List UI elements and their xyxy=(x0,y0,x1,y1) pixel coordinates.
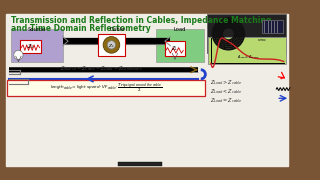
Bar xyxy=(98,34,125,56)
Bar xyxy=(208,37,285,64)
Text: Transmission and Reflection in Cables, Impedance Matching,: Transmission and Reflection in Cables, I… xyxy=(11,16,274,25)
Text: $Z_c$: $Z_c$ xyxy=(108,42,115,50)
Bar xyxy=(156,29,204,62)
Circle shape xyxy=(14,50,23,60)
Text: $Z_{Load} < Z_{cable}$: $Z_{Load} < Z_{cable}$ xyxy=(210,87,242,96)
Bar xyxy=(118,162,162,166)
Circle shape xyxy=(103,37,120,53)
Text: $Z_1$: $Z_1$ xyxy=(27,42,34,51)
Bar xyxy=(262,20,283,33)
Text: and Time Domain Reflectometry: and Time Domain Reflectometry xyxy=(11,24,151,33)
Text: $\mathit{Z_{Source} = Z_{Cable} = Z_{Load} = Z_{Connectors}}$: $\mathit{Z_{Source} = Z_{Cable} = Z_{Loa… xyxy=(60,64,143,73)
Text: Cable: Cable xyxy=(110,27,126,32)
Bar xyxy=(7,80,205,96)
Text: $A_{load} \approx Z_{source}$: $A_{load} \approx Z_{source}$ xyxy=(237,54,260,61)
Text: $Z_{Load} = Z_{cable}$: $Z_{Load} = Z_{cable}$ xyxy=(210,96,242,105)
Text: $Z_{Load} > Z_{cable}$: $Z_{Load} > Z_{cable}$ xyxy=(210,78,242,87)
Text: $\mathit{length_{cable} = light\ speed \cdot VF_{cable} \cdot \dfrac{Trip_{signa: $\mathit{length_{cable} = light\ speed \… xyxy=(50,81,162,94)
Text: $v_{max}$: $v_{max}$ xyxy=(257,37,268,44)
Circle shape xyxy=(107,41,116,49)
Text: Load: Load xyxy=(173,27,186,32)
Bar xyxy=(11,29,63,62)
Bar xyxy=(207,14,286,53)
Text: Source: Source xyxy=(28,27,46,32)
Bar xyxy=(165,41,185,56)
Bar xyxy=(20,40,41,53)
Text: $Z_L$: $Z_L$ xyxy=(172,44,179,53)
